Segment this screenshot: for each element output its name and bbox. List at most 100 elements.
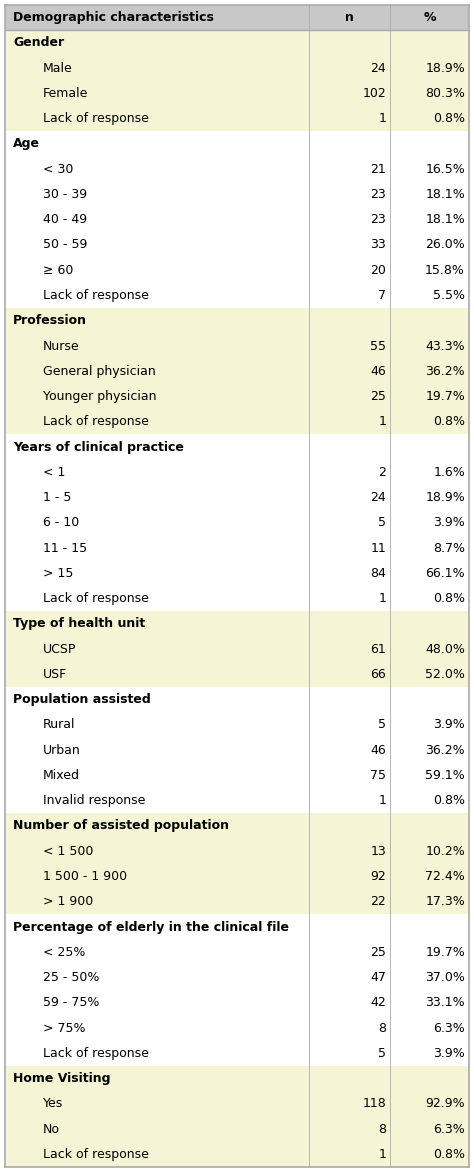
Text: 37.0%: 37.0% [425, 972, 465, 984]
Text: < 30: < 30 [43, 163, 73, 176]
Text: Lack of response: Lack of response [43, 415, 149, 428]
Text: 66: 66 [370, 668, 386, 681]
Text: 6 - 10: 6 - 10 [43, 517, 79, 530]
Bar [5, 536, 469, 560]
Text: Lack of response: Lack of response [43, 113, 149, 125]
Text: 20: 20 [370, 264, 386, 277]
Text: 43.3%: 43.3% [425, 340, 465, 353]
Bar [5, 1091, 469, 1117]
Text: 22: 22 [370, 895, 386, 908]
Bar [5, 510, 469, 536]
Text: Nurse: Nurse [43, 340, 80, 353]
Text: UCSP: UCSP [43, 642, 76, 655]
Text: Invalid response: Invalid response [43, 795, 146, 808]
Text: 66.1%: 66.1% [425, 567, 465, 580]
Text: 6.3%: 6.3% [433, 1123, 465, 1136]
Text: 25: 25 [370, 946, 386, 959]
Text: Demographic characteristics: Demographic characteristics [13, 11, 214, 25]
Text: Years of clinical practice: Years of clinical practice [13, 441, 184, 454]
Text: 24: 24 [370, 62, 386, 75]
Text: Lack of response: Lack of response [43, 1147, 149, 1161]
Bar [5, 763, 469, 788]
Text: ≥ 60: ≥ 60 [43, 264, 73, 277]
Text: 102: 102 [362, 87, 386, 100]
Text: 24: 24 [370, 491, 386, 504]
Text: 3.9%: 3.9% [433, 517, 465, 530]
Text: < 1: < 1 [43, 465, 65, 479]
Bar [5, 409, 469, 435]
Bar [5, 636, 469, 662]
Text: 52.0%: 52.0% [425, 668, 465, 681]
Text: 48.0%: 48.0% [425, 642, 465, 655]
Text: 25: 25 [370, 390, 386, 403]
Bar [5, 713, 469, 737]
Text: 26.0%: 26.0% [425, 238, 465, 252]
Bar [5, 1142, 469, 1167]
Text: 16.5%: 16.5% [425, 163, 465, 176]
Text: 33: 33 [370, 238, 386, 252]
Text: 23: 23 [370, 188, 386, 200]
Text: 40 - 49: 40 - 49 [43, 213, 87, 226]
Bar [5, 1015, 469, 1041]
Text: > 15: > 15 [43, 567, 73, 580]
Text: Mixed: Mixed [43, 769, 80, 782]
Bar [5, 560, 469, 586]
Text: 5: 5 [378, 517, 386, 530]
Text: 18.9%: 18.9% [425, 491, 465, 504]
Bar [5, 990, 469, 1015]
Text: 80.3%: 80.3% [425, 87, 465, 100]
Text: 7: 7 [378, 289, 386, 302]
Text: Home Visiting: Home Visiting [13, 1072, 110, 1085]
Text: n: n [345, 11, 354, 25]
Text: 75: 75 [370, 769, 386, 782]
Text: 1: 1 [378, 1147, 386, 1161]
Bar [5, 384, 469, 409]
Text: Profession: Profession [13, 314, 87, 327]
Text: 18.1%: 18.1% [425, 213, 465, 226]
Text: USF: USF [43, 668, 67, 681]
Bar [5, 359, 469, 384]
Text: 0.8%: 0.8% [433, 113, 465, 125]
Text: 47: 47 [370, 972, 386, 984]
Text: 19.7%: 19.7% [425, 946, 465, 959]
Text: %: % [423, 11, 436, 25]
Text: Female: Female [43, 87, 88, 100]
Text: 50 - 59: 50 - 59 [43, 238, 87, 252]
Bar [5, 282, 469, 308]
Text: 1.6%: 1.6% [433, 465, 465, 479]
Text: 1 - 5: 1 - 5 [43, 491, 72, 504]
Text: Lack of response: Lack of response [43, 289, 149, 302]
Bar [5, 612, 469, 636]
Text: 46: 46 [370, 364, 386, 377]
Bar [5, 258, 469, 282]
Text: Yes: Yes [43, 1097, 63, 1110]
Text: 118: 118 [362, 1097, 386, 1110]
Text: 30 - 39: 30 - 39 [43, 188, 87, 200]
Text: 0.8%: 0.8% [433, 795, 465, 808]
Text: Population assisted: Population assisted [13, 693, 151, 707]
Bar [5, 687, 469, 713]
Bar [5, 737, 469, 763]
Bar [5, 788, 469, 813]
Text: 8: 8 [378, 1123, 386, 1136]
Text: Male: Male [43, 62, 73, 75]
Text: 1 500 - 1 900: 1 500 - 1 900 [43, 870, 127, 883]
Text: 36.2%: 36.2% [425, 364, 465, 377]
Text: 23: 23 [370, 213, 386, 226]
Text: 42: 42 [370, 996, 386, 1009]
Text: 46: 46 [370, 744, 386, 757]
Bar [5, 81, 469, 105]
Text: 5.5%: 5.5% [433, 289, 465, 302]
Bar [5, 940, 469, 965]
Text: 17.3%: 17.3% [425, 895, 465, 908]
Text: 2: 2 [378, 465, 386, 479]
Bar [5, 105, 469, 131]
Text: > 75%: > 75% [43, 1022, 85, 1035]
Text: 0.8%: 0.8% [433, 1147, 465, 1161]
Text: 55: 55 [370, 340, 386, 353]
Text: 11: 11 [370, 541, 386, 554]
Text: 36.2%: 36.2% [425, 744, 465, 757]
Bar [5, 864, 469, 890]
Text: 0.8%: 0.8% [433, 592, 465, 605]
Bar [5, 131, 469, 157]
